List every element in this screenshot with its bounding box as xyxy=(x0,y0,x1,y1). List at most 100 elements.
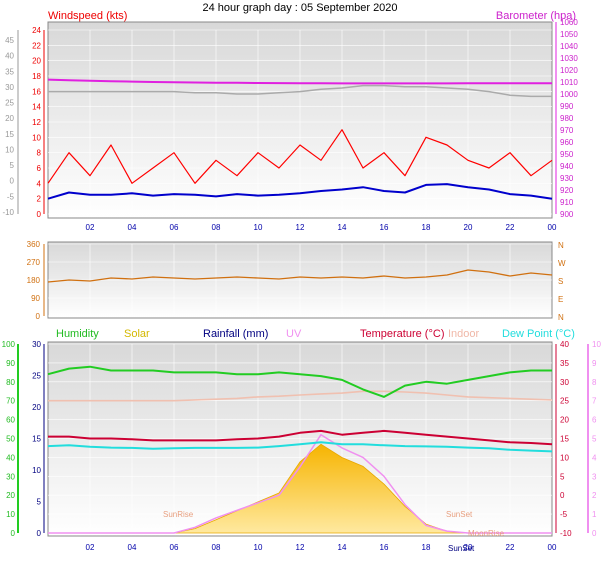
wind-tick-1: 22 xyxy=(32,41,41,50)
baro-tick-7: 990 xyxy=(560,102,574,111)
series-dewpoint xyxy=(47,441,553,453)
compass-tick-2: S xyxy=(558,277,563,286)
p1-xtick-2: 06 xyxy=(170,223,179,232)
series-grey xyxy=(48,84,552,98)
temp-tick-1: 35 xyxy=(560,359,569,368)
outer-tick-11: -10 xyxy=(2,208,14,217)
p2-xtick-2: 06 xyxy=(170,543,179,552)
rain-tick-0: 30 xyxy=(32,340,41,349)
wind-tick-6: 12 xyxy=(32,118,41,127)
temp-tick-0: 40 xyxy=(560,340,569,349)
hum-tick-2: 80 xyxy=(6,378,15,387)
series-temperature xyxy=(48,429,553,446)
legend-dewpoint: Dew Point (°C) xyxy=(502,328,575,340)
uv-tick-3: 7 xyxy=(592,397,597,406)
uv-tick-1: 9 xyxy=(592,359,597,368)
dir-tick-1: 270 xyxy=(27,258,41,267)
p2-xtick-3: 08 xyxy=(212,543,221,552)
outer-tick-10: -5 xyxy=(7,192,15,201)
hum-tick-3: 70 xyxy=(6,397,15,406)
legend-rainfall: Rainfall (mm) xyxy=(203,328,268,340)
temp-tick-5: 15 xyxy=(560,435,569,444)
hum-tick-0: 100 xyxy=(2,340,16,349)
hum-tick-5: 50 xyxy=(6,435,15,444)
baro-tick-13: 930 xyxy=(560,174,574,183)
hum-tick-9: 10 xyxy=(6,510,15,519)
temp-tick-10: -10 xyxy=(560,529,572,538)
compass-tick-4: N xyxy=(558,313,564,322)
baro-tick-10: 960 xyxy=(560,138,574,147)
p2-xtick-10: 22 xyxy=(506,543,515,552)
hum-tick-8: 20 xyxy=(6,491,15,500)
page-title: 24 hour graph day : 05 September 2020 xyxy=(202,2,397,14)
dir-tick-4: 0 xyxy=(36,312,41,321)
series-humidity xyxy=(47,365,552,398)
temp-tick-3: 25 xyxy=(560,397,569,406)
temp-tick-7: 5 xyxy=(560,472,565,481)
hum-tick-10: 0 xyxy=(11,529,16,538)
wind-tick-12: 0 xyxy=(37,210,42,219)
legend-indoor: Indoor xyxy=(448,328,480,340)
outer-tick-4: 25 xyxy=(5,99,14,108)
p1-xtick-8: 18 xyxy=(422,223,431,232)
legend: Humidity Solar Rainfall (mm) UV Temperat… xyxy=(56,328,575,340)
wind-tick-4: 16 xyxy=(32,87,41,96)
p1-xtick-9: 20 xyxy=(464,223,473,232)
uv-tick-10: 0 xyxy=(592,529,597,538)
rain-tick-3: 15 xyxy=(32,435,41,444)
temp-tick-6: 10 xyxy=(560,453,569,462)
p2-xtick-0: 02 xyxy=(86,543,95,552)
legend-humidity: Humidity xyxy=(56,328,99,340)
legend-uv: UV xyxy=(286,328,302,340)
series-barometer xyxy=(47,78,552,85)
baro-tick-3: 1030 xyxy=(560,54,578,63)
barometer-axis-title: Barometer (hpa) xyxy=(496,10,576,22)
p1-xtick-5: 12 xyxy=(296,223,305,232)
p1-xtick-1: 04 xyxy=(128,223,137,232)
panel-wind-barometer: Windspeed (kts) Barometer (hpa) 45403530… xyxy=(2,10,578,219)
outer-tick-3: 30 xyxy=(5,83,14,92)
temp-tick-8: 0 xyxy=(560,491,565,500)
baro-tick-6: 1000 xyxy=(560,90,578,99)
p1-xtick-4: 10 xyxy=(254,223,263,232)
legend-temperature: Temperature (°C) xyxy=(360,328,444,340)
compass-tick-1: W xyxy=(558,259,566,268)
outer-tick-6: 15 xyxy=(5,130,14,139)
p1-xtick-3: 08 xyxy=(212,223,221,232)
wind-tick-2: 20 xyxy=(32,57,41,66)
p1-xtick-6: 14 xyxy=(338,223,347,232)
windspeed-axis-title: Windspeed (kts) xyxy=(48,10,127,22)
uv-tick-8: 2 xyxy=(592,491,597,500)
wind-tick-5: 14 xyxy=(32,103,41,112)
hum-tick-1: 90 xyxy=(6,359,15,368)
p2-xtick-6: 14 xyxy=(338,543,347,552)
outer-tick-1: 40 xyxy=(5,52,14,61)
p1-xtick-11: 00 xyxy=(548,223,557,232)
series-indoor xyxy=(48,390,553,402)
hum-tick-6: 40 xyxy=(6,453,15,462)
baro-tick-15: 910 xyxy=(560,198,574,207)
dir-tick-3: 90 xyxy=(31,294,40,303)
hum-tick-7: 30 xyxy=(6,472,15,481)
uv-tick-2: 8 xyxy=(592,378,597,387)
rain-tick-1: 25 xyxy=(32,372,41,381)
uv-tick-7: 3 xyxy=(592,472,597,481)
temp-tick-2: 30 xyxy=(560,378,569,387)
outer-tick-8: 5 xyxy=(10,161,15,170)
outer-tick-2: 35 xyxy=(5,67,14,76)
p1-xtick-10: 22 xyxy=(506,223,515,232)
annotation-sunset-moon: SunSet xyxy=(448,544,475,553)
baro-tick-12: 940 xyxy=(560,162,574,171)
baro-tick-0: 1060 xyxy=(560,18,578,27)
series-wind-average xyxy=(47,183,553,200)
p2-xtick-8: 18 xyxy=(422,543,431,552)
rain-tick-2: 20 xyxy=(32,403,41,412)
p1-xtick-7: 16 xyxy=(380,223,389,232)
compass-tick-0: N xyxy=(558,241,564,250)
baro-tick-9: 970 xyxy=(560,126,574,135)
annotation-moonrise: MoonRise xyxy=(468,529,505,538)
wind-tick-8: 8 xyxy=(37,149,42,158)
uv-tick-6: 4 xyxy=(592,453,597,462)
uv-tick-4: 6 xyxy=(592,416,597,425)
